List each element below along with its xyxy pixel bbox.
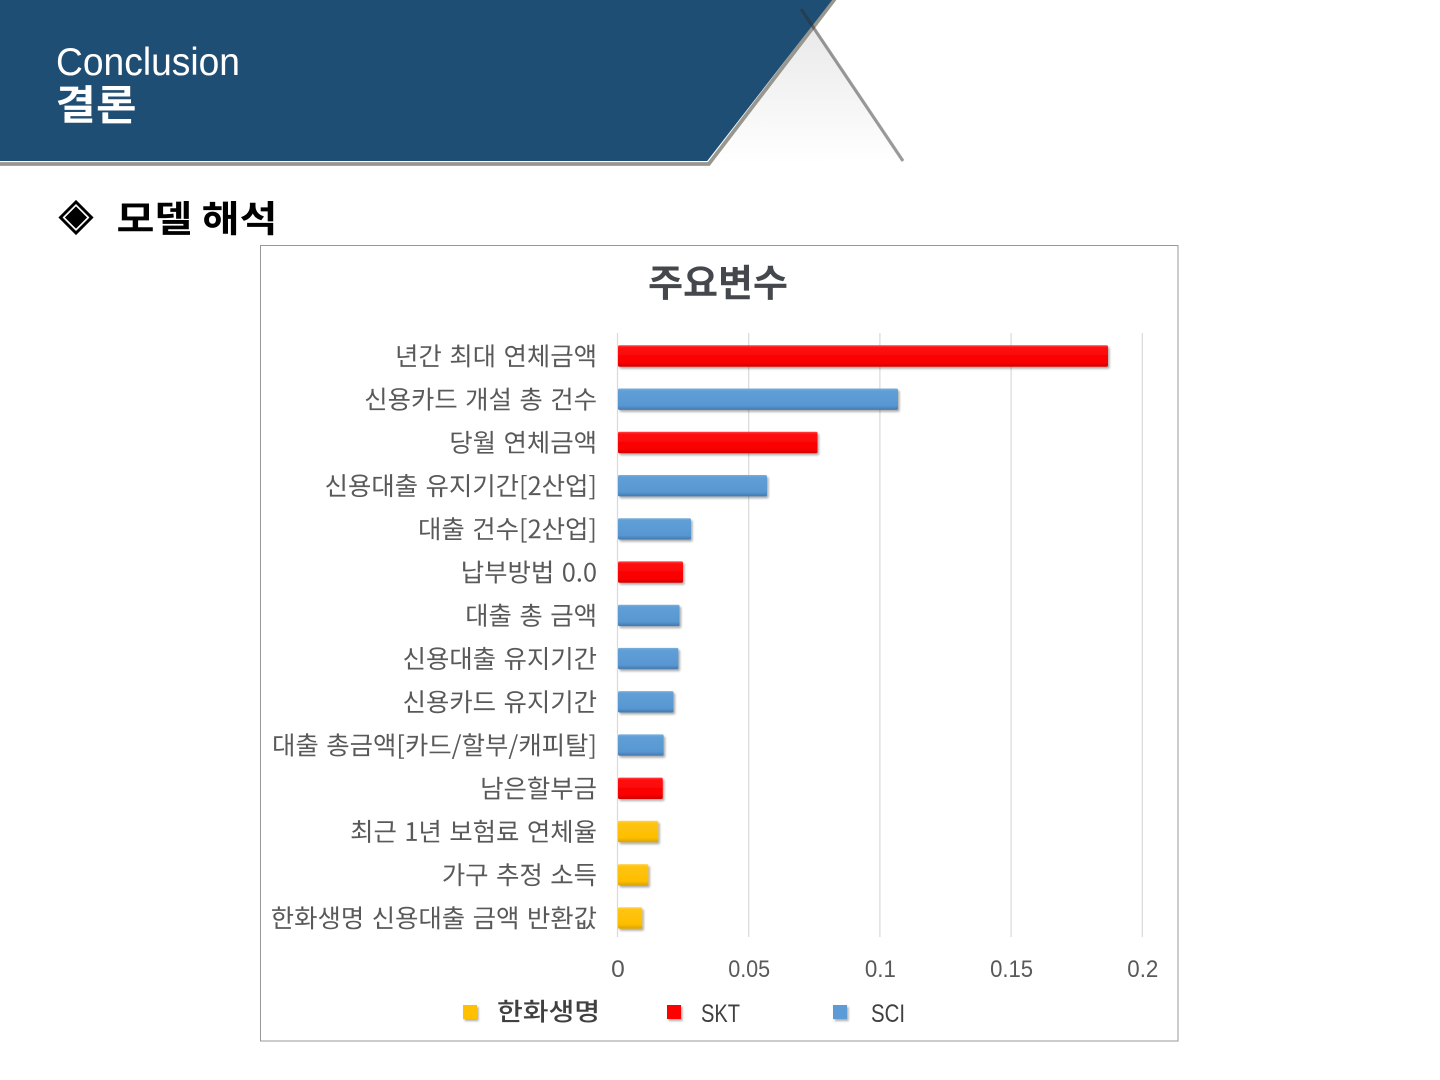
svg-text:Conclusion: Conclusion (56, 41, 240, 84)
svg-text:0.1: 0.1 (865, 956, 896, 983)
svg-text:SCI: SCI (871, 1000, 905, 1028)
svg-text:0: 0 (611, 956, 625, 983)
svg-text:0.15: 0.15 (990, 956, 1033, 983)
svg-text:0.05: 0.05 (728, 956, 770, 983)
svg-text:SKT: SKT (701, 1000, 740, 1028)
svg-text:0.2: 0.2 (1127, 956, 1158, 983)
